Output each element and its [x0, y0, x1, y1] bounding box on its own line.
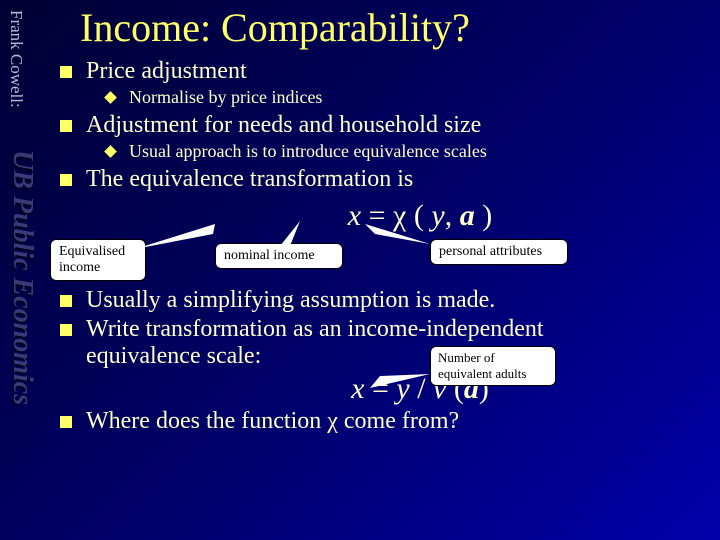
callout-pointer-icon	[365, 366, 435, 396]
square-bullet-icon	[60, 120, 72, 132]
bullet-2-sub: Usual approach is to introduce equivalen…	[106, 141, 700, 162]
slide-content: Price adjustment Normalise by price indi…	[60, 58, 700, 437]
callout-pointer-icon	[275, 221, 315, 251]
sidebar-course-title: UB Public Economics	[6, 150, 38, 405]
callout-number-adults: Number of equivalent adults	[430, 346, 556, 386]
bullet-1: Price adjustment	[60, 58, 700, 85]
formula-a: a	[460, 199, 475, 232]
square-bullet-icon	[60, 174, 72, 186]
bullet-2-sub-text: Usual approach is to introduce equivalen…	[129, 141, 487, 162]
bullet-6-text: Where does the function χ come from?	[86, 408, 459, 435]
bullet-3-text: The equivalence transformation is	[86, 166, 413, 193]
callout-row-1: Equivalised income nominal income person…	[60, 239, 700, 283]
callout-personal-attributes: personal attributes	[430, 239, 568, 265]
bullet-1-sub-text: Normalise by price indices	[129, 87, 322, 108]
formula-comma: ,	[445, 199, 460, 232]
bullet-4: Usually a simplifying assumption is made…	[60, 287, 700, 314]
formula-x: x	[351, 372, 364, 405]
slide-title: Income: Comparability?	[80, 4, 470, 51]
bullet-1-text: Price adjustment	[86, 58, 247, 85]
callout-pointer-icon	[360, 219, 440, 254]
sidebar-author: Frank Cowell:	[6, 10, 26, 108]
bullet-2: Adjustment for needs and household size	[60, 112, 700, 139]
square-bullet-icon	[60, 295, 72, 307]
square-bullet-icon	[60, 416, 72, 428]
callout-pointer-icon	[135, 219, 225, 259]
diamond-bullet-icon	[104, 145, 117, 158]
bullet-5: Write transformation as an income-indepe…	[60, 316, 700, 370]
bullet-1-sub: Normalise by price indices	[106, 87, 700, 108]
diamond-bullet-icon	[104, 91, 117, 104]
bullet-6: Where does the function χ come from?	[60, 408, 700, 435]
bullet-2-text: Adjustment for needs and household size	[86, 112, 481, 139]
bullet-3: The equivalence transformation is	[60, 166, 700, 193]
bullet-4-text: Usually a simplifying assumption is made…	[86, 287, 495, 314]
square-bullet-icon	[60, 66, 72, 78]
square-bullet-icon	[60, 324, 72, 336]
formula-close: )	[475, 199, 493, 232]
callout-equivalised-income: Equivalised income	[50, 239, 146, 281]
